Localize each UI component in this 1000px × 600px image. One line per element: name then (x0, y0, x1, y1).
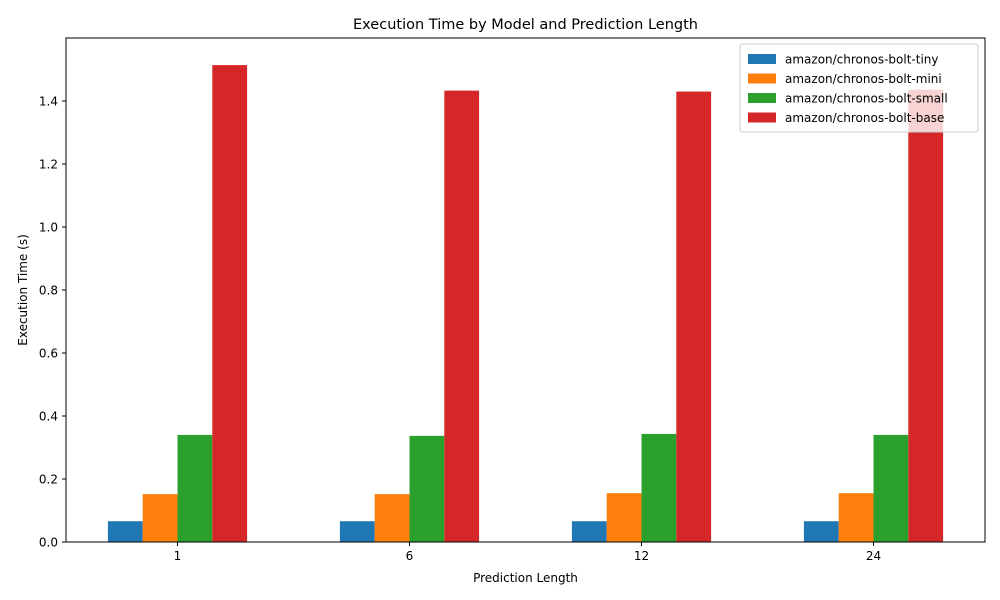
legend: amazon/chronos-bolt-tiny amazon/chronos-b… (739, 43, 979, 133)
legend-swatch (748, 93, 776, 103)
bar-amazon-chronos-bolt-tiny-1 (107, 521, 143, 542)
bar-amazon-chronos-bolt-base-24 (908, 89, 944, 542)
legend-label: amazon/chronos-bolt-base (785, 111, 944, 125)
x-axis-ticks: 1 6 12 24 (174, 542, 881, 563)
chart-title: Execution Time by Model and Prediction L… (353, 17, 698, 33)
bar-amazon-chronos-bolt-mini-6 (374, 494, 410, 542)
y-tick-label: 0.6 (39, 347, 58, 361)
legend-swatch (748, 112, 776, 123)
x-tick-label: 12 (634, 549, 649, 563)
bar-amazon-chronos-bolt-base-1 (212, 65, 248, 542)
bar-amazon-chronos-bolt-tiny-12 (571, 521, 607, 542)
bar-amazon-chronos-bolt-mini-1 (142, 494, 178, 542)
legend-swatch (748, 73, 776, 84)
bar-amazon-chronos-bolt-small-6 (409, 435, 445, 542)
bars-group (107, 65, 944, 543)
bar-amazon-chronos-bolt-tiny-6 (339, 521, 375, 542)
legend-label: amazon/chronos-bolt-small (785, 92, 948, 106)
y-tick-label: 0.2 (39, 473, 58, 487)
y-tick-label: 0.0 (39, 536, 58, 550)
bar-amazon-chronos-bolt-tiny-24 (803, 521, 839, 542)
x-axis-label: Prediction Length (473, 571, 578, 585)
legend-box (739, 43, 979, 133)
legend-swatch (748, 54, 776, 64)
bar-amazon-chronos-bolt-mini-24 (838, 493, 874, 542)
x-tick-label: 6 (406, 549, 414, 563)
y-tick-label: 0.8 (39, 284, 58, 298)
bar-amazon-chronos-bolt-mini-12 (606, 493, 642, 542)
bar-amazon-chronos-bolt-base-6 (444, 90, 480, 543)
legend-label: amazon/chronos-bolt-tiny (785, 53, 939, 67)
y-axis-ticks: 0.0 0.2 0.4 0.6 0.8 1.0 1.2 1.4 (39, 95, 66, 550)
y-tick-label: 1.4 (39, 95, 58, 109)
legend-label: amazon/chronos-bolt-mini (785, 72, 942, 86)
x-tick-label: 1 (174, 549, 182, 563)
bar-amazon-chronos-bolt-base-12 (676, 91, 712, 543)
x-tick-label: 24 (866, 549, 881, 563)
bar-amazon-chronos-bolt-small-24 (873, 434, 909, 542)
bar-amazon-chronos-bolt-small-1 (177, 434, 213, 542)
y-tick-label: 0.4 (39, 410, 58, 424)
y-tick-label: 1.2 (39, 158, 58, 172)
y-tick-label: 1.0 (39, 221, 58, 235)
bar-amazon-chronos-bolt-small-12 (641, 433, 677, 542)
y-axis-label: Execution Time (s) (16, 234, 30, 346)
plot-frame (65, 37, 986, 543)
